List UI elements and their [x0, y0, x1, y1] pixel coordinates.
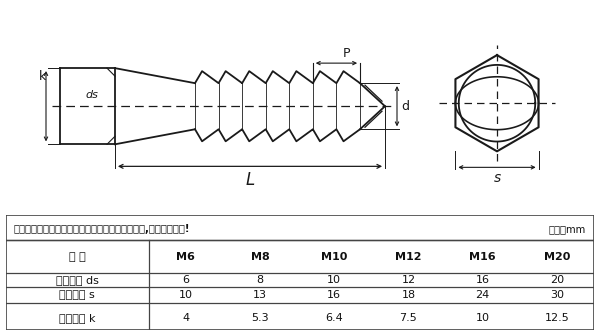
Text: 10: 10: [179, 290, 193, 300]
Text: 16: 16: [476, 275, 490, 285]
Text: 10: 10: [476, 313, 490, 323]
Text: d: d: [401, 100, 409, 113]
Text: 12: 12: [401, 275, 415, 285]
Text: 30: 30: [550, 290, 564, 300]
Text: 7.5: 7.5: [400, 313, 417, 323]
Text: 24: 24: [476, 290, 490, 300]
Text: M16: M16: [469, 252, 496, 262]
Text: 12.5: 12.5: [545, 313, 569, 323]
Text: M10: M10: [321, 252, 347, 262]
Text: 6: 6: [182, 275, 189, 285]
Text: 6.4: 6.4: [325, 313, 343, 323]
Text: 单位：mm: 单位：mm: [549, 224, 586, 234]
Text: 以下为单批测量数据，可能稍有误差，以实际为准,介意者请慎拍!: 以下为单批测量数据，可能稍有误差，以实际为准,介意者请慎拍!: [14, 224, 190, 234]
Text: 8: 8: [256, 275, 263, 285]
Text: M20: M20: [544, 252, 570, 262]
Text: 20: 20: [550, 275, 564, 285]
Text: L: L: [245, 171, 254, 189]
Text: k: k: [40, 70, 47, 83]
Text: M8: M8: [251, 252, 269, 262]
Text: 13: 13: [253, 290, 267, 300]
Text: M12: M12: [395, 252, 422, 262]
Text: 10: 10: [327, 275, 341, 285]
Text: 螺杆直径 ds: 螺杆直径 ds: [56, 275, 99, 285]
Text: 18: 18: [401, 290, 415, 300]
Text: 头部对边 s: 头部对边 s: [59, 290, 95, 300]
Text: 4: 4: [182, 313, 189, 323]
Text: 头部厚度 k: 头部厚度 k: [59, 313, 95, 323]
Text: 规 格: 规 格: [69, 252, 86, 262]
Text: 16: 16: [327, 290, 341, 300]
Text: ds: ds: [86, 90, 98, 100]
Text: s: s: [493, 171, 500, 185]
Text: M6: M6: [176, 252, 195, 262]
Text: 5.3: 5.3: [251, 313, 269, 323]
Text: P: P: [343, 47, 350, 60]
